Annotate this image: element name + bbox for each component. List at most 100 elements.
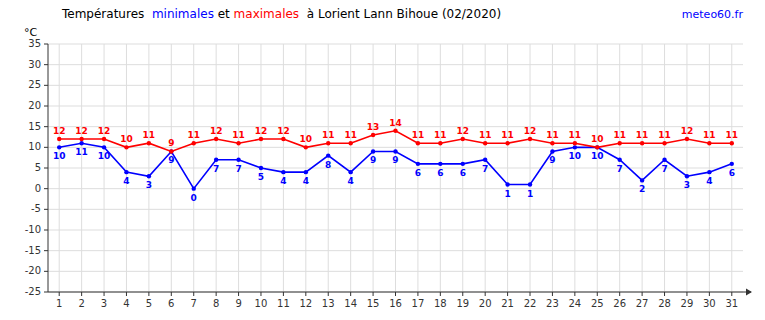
x-tick <box>148 292 149 296</box>
x-axis-line <box>48 292 751 293</box>
grid-line <box>148 44 149 292</box>
data-label: 6 <box>729 168 735 178</box>
point <box>79 137 83 141</box>
point <box>169 149 173 153</box>
x-tick-label: 28 <box>658 298 671 309</box>
point <box>438 162 442 166</box>
x-tick-label: 10 <box>255 298 268 309</box>
x-tick-label: 18 <box>434 298 447 309</box>
point <box>57 145 61 149</box>
data-label: 9 <box>549 155 555 165</box>
data-label: 7 <box>213 164 219 174</box>
data-label: 10 <box>53 151 66 161</box>
x-tick <box>59 292 60 296</box>
x-tick <box>171 292 172 296</box>
x-tick <box>462 292 463 296</box>
x-tick <box>350 292 351 296</box>
point <box>192 186 196 190</box>
x-tick-label: 1 <box>56 298 62 309</box>
y-tick-label: 30 <box>28 59 41 70</box>
point <box>393 149 397 153</box>
y-tick-label: 5 <box>35 162 41 173</box>
data-label: 14 <box>389 118 402 128</box>
point <box>573 145 577 149</box>
data-label: 12 <box>681 126 694 136</box>
data-label: 13 <box>367 122 380 132</box>
x-tick-label: 8 <box>213 298 219 309</box>
x-tick-label: 17 <box>412 298 425 309</box>
x-tick <box>126 292 127 296</box>
data-label: 12 <box>53 126 66 136</box>
point <box>707 141 711 145</box>
x-tick-label: 5 <box>146 298 152 309</box>
data-label: 6 <box>437 168 443 178</box>
point <box>281 137 285 141</box>
data-label: 11 <box>726 130 739 140</box>
x-tick <box>530 292 531 296</box>
x-tick-label: 21 <box>501 298 514 309</box>
data-label: 9 <box>168 155 174 165</box>
title: Températures minimales et maximales à Lo… <box>61 7 501 21</box>
point <box>348 141 352 145</box>
axes: -25-20-15-10-505101520253035123456789101… <box>25 38 752 309</box>
y-tick <box>44 188 48 189</box>
data-label: 11 <box>636 130 649 140</box>
x-tick-label: 15 <box>367 298 380 309</box>
point <box>169 149 173 153</box>
data-label: 6 <box>415 168 421 178</box>
data-label: 10 <box>98 151 111 161</box>
chart: -25-20-15-10-505101520253035123456789101… <box>0 0 765 320</box>
x-tick <box>597 292 598 296</box>
point <box>236 158 240 162</box>
point <box>304 145 308 149</box>
data-label: 4 <box>303 176 309 186</box>
data-label: 12 <box>255 126 268 136</box>
point <box>595 145 599 149</box>
point <box>438 141 442 145</box>
data-label: 11 <box>143 130 156 140</box>
x-tick-label: 24 <box>568 298 581 309</box>
point <box>640 141 644 145</box>
point <box>236 141 240 145</box>
point <box>707 170 711 174</box>
x-tick <box>193 292 194 296</box>
data-label: 11 <box>613 130 626 140</box>
data-label: 12 <box>98 126 111 136</box>
point <box>214 137 218 141</box>
y-tick-label: 0 <box>35 183 41 194</box>
point <box>124 145 128 149</box>
data-label: 7 <box>661 164 667 174</box>
point <box>550 141 554 145</box>
x-tick <box>642 292 643 296</box>
point <box>505 182 509 186</box>
grid-line <box>642 44 643 292</box>
x-tick-label: 27 <box>636 298 649 309</box>
grid <box>48 44 743 292</box>
data-label: 11 <box>75 147 88 157</box>
y-tick-label: 15 <box>28 121 41 132</box>
x-tick <box>686 292 687 296</box>
data-label: 2 <box>639 184 645 194</box>
point <box>259 137 263 141</box>
point <box>416 162 420 166</box>
x-tick <box>216 292 217 296</box>
x-tick-label: 31 <box>725 298 738 309</box>
point <box>595 145 599 149</box>
data-label: 9 <box>370 155 376 165</box>
point <box>79 141 83 145</box>
data-label: 11 <box>501 130 514 140</box>
y-tick-label: -15 <box>25 245 41 256</box>
x-tick <box>485 292 486 296</box>
point <box>102 137 106 141</box>
point <box>371 149 375 153</box>
point <box>281 170 285 174</box>
x-tick <box>709 292 710 296</box>
data-label: 11 <box>232 130 245 140</box>
grid-line <box>373 44 374 292</box>
data-label: 12 <box>277 126 290 136</box>
x-tick <box>283 292 284 296</box>
data-label: 11 <box>658 130 671 140</box>
x-tick <box>81 292 82 296</box>
data-label: 12 <box>524 126 537 136</box>
x-axis-arrow <box>746 289 752 296</box>
